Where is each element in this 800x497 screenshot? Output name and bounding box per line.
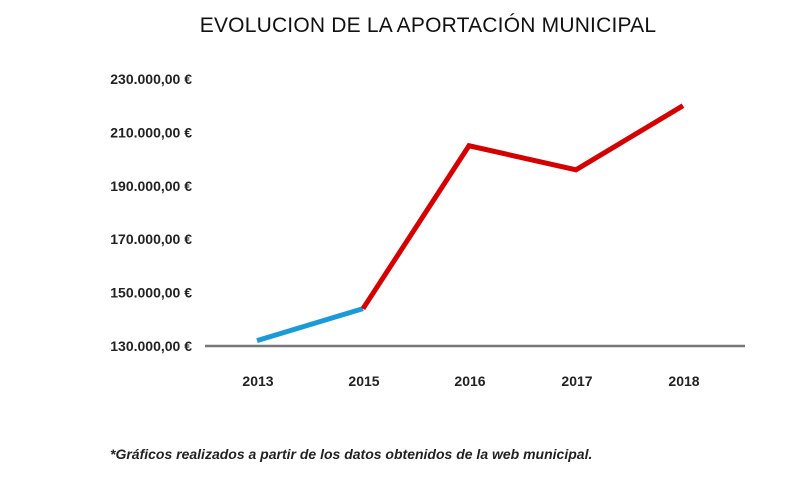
series-line-2: [360, 103, 685, 310]
footnote: *Gráficos realizados a partir de los dat…: [110, 446, 593, 462]
x-tick-label: 2013: [242, 373, 273, 389]
y-tick-label: 230.000,00 €: [110, 71, 192, 87]
x-tick-label: 2018: [668, 373, 699, 389]
y-tick-label: 210.000,00 €: [110, 124, 192, 140]
y-tick-label: 130.000,00 €: [110, 338, 192, 354]
x-tick-label: 2017: [561, 373, 592, 389]
series-line-1: [256, 306, 364, 344]
x-tick-label: 2016: [454, 373, 485, 389]
y-tick-label: 150.000,00 €: [110, 285, 192, 301]
chart-title: EVOLUCION DE LA APORTACIÓN MUNICIPAL: [199, 14, 657, 37]
x-tick-label: 2015: [348, 373, 379, 389]
y-tick-label: 190.000,00 €: [110, 178, 192, 194]
y-tick-label: 170.000,00 €: [110, 231, 192, 247]
